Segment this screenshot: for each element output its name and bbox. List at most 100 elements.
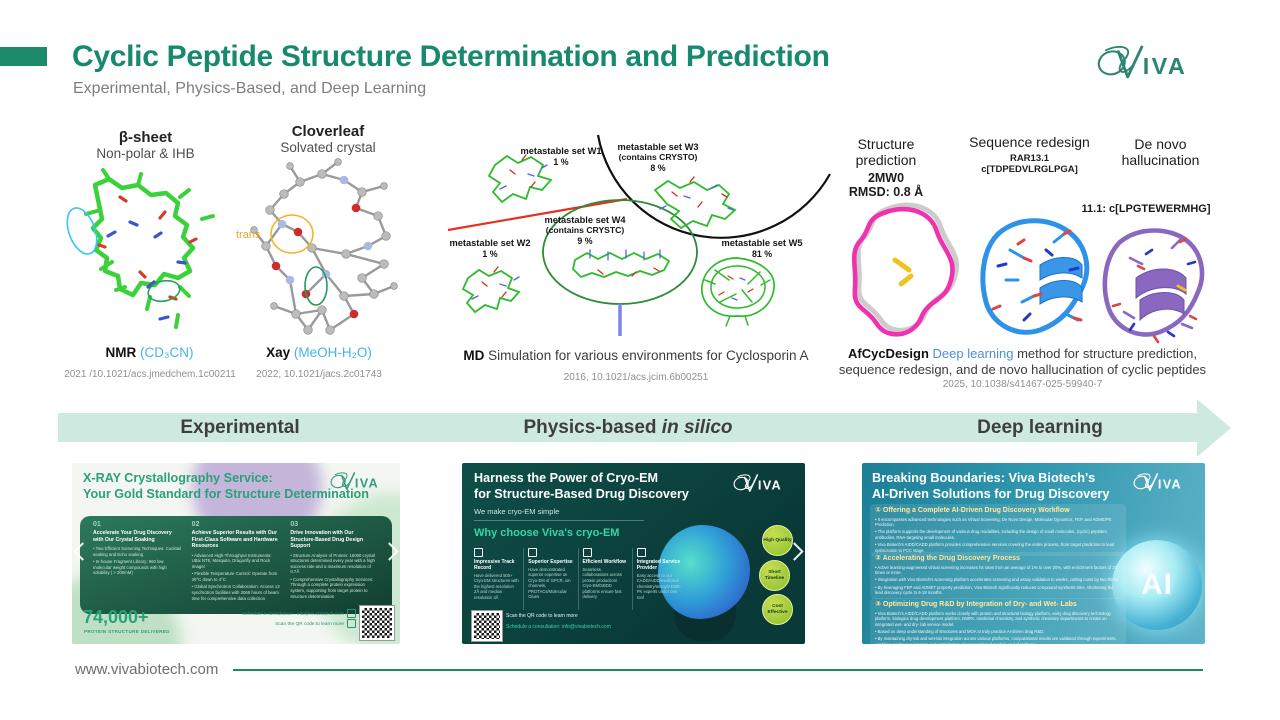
feature-bullet: Comprehensive Crystallography Services: … (290, 577, 379, 599)
ai-section-workflow: ① Offering a Complete AI-Driven Drug Dis… (870, 504, 1126, 557)
md-set-w3-name: metastable set W3 (617, 142, 698, 152)
feature-number: 02 (191, 521, 200, 528)
section-bullet: Integration with Viva Biotech's screenin… (875, 577, 1121, 583)
md-black-arc (596, 134, 831, 239)
section-title: Offering a Complete AI-Driven Drug Disco… (882, 507, 1070, 514)
page-subtitle: Experimental, Physics-Based, and Deep Le… (73, 80, 427, 97)
benefit-expertise: Superior Expertise Have demonstrated sup… (523, 548, 577, 610)
badge-high-quality: High Quality (762, 525, 793, 556)
section-bullet: Viva Biotech's AIDD/CADD platform provid… (875, 542, 1121, 553)
qr-hint-text: Scan the QR code to learn more (275, 622, 344, 628)
cryoem-benefit-columns: Impressive Track Record Have delivered 5… (470, 548, 686, 610)
ai-title-1: Breaking Boundaries: Viva Biotech's (872, 470, 1096, 485)
feature-title: Drive Innovation with Our Structure-Base… (290, 530, 363, 549)
nmr-reference: 2021 /10.1021/acs.jmedchem.1c00211 (64, 369, 236, 380)
cryoem-subtitle: We make cryo-EM simple (474, 507, 560, 516)
deep-learning-link: Deep learning (932, 346, 1014, 361)
md-set-w4-name: metastable set W4 (544, 215, 626, 225)
benefit-title: Efficient Workflow (582, 559, 627, 565)
divider (474, 520, 644, 521)
hallucination-molecule-image (1102, 228, 1205, 344)
beta-sheet-title: β-sheet (118, 129, 173, 146)
expertise-icon (528, 548, 538, 557)
md-caption: MD Simulation for various environments f… (430, 348, 842, 363)
cloverleaf-title: Cloverleaf (291, 123, 365, 140)
md-set-w4-detail: (contains CRYSTC) (546, 225, 625, 235)
qr-hint-text: Scan the QR code to learn more (506, 613, 578, 619)
beta-sheet-header: β-sheet Non-polar & IHB (73, 129, 218, 161)
cloverleaf-subtitle: Solvated crystal (280, 140, 376, 155)
md-set-w3-detail: (contains CRYSTO) (619, 152, 698, 162)
xray-solvent: (MeOH-H₂O) (293, 345, 372, 360)
section-number: ② (875, 555, 881, 562)
feature-bullet: In-house Fragment Library: 960 low molec… (93, 559, 182, 576)
afcycdesign-caption: AfCycDesign Deep learning method for str… (820, 346, 1225, 377)
timeline-label-experimental: Experimental (180, 417, 300, 438)
section-number: ③ (875, 601, 881, 608)
sequence-redesign-header: Sequence redesign RAR13.1 c[TDPEDVLRGLPG… (962, 134, 1097, 175)
timeline-arrow-band (58, 413, 1197, 442)
qr-frame-icon (347, 619, 356, 629)
feature-bullet: Structure Analysis of Protein: 16000 cry… (290, 553, 379, 575)
benefit-body: Have delivered 500+ Cryo-EM structures w… (474, 573, 519, 600)
ai-sphere-label: AI (1141, 568, 1173, 601)
nmr-solvent: (CD₃CN) (140, 345, 194, 360)
ai-section-dry-wet-labs: ③ Optimizing Drug R&D by Integration of … (870, 598, 1126, 644)
website-url[interactable]: www.vivabiotech.com (75, 661, 219, 678)
section-bullet: Viva Biotech's AIDD/CADD platform works … (875, 611, 1121, 628)
feature-number: 01 (93, 521, 101, 528)
afcycdesign-name: AfCycDesign (847, 346, 929, 361)
cryoem-title-2: for Structure-Based Drug Discovery (474, 487, 689, 501)
cryoem-why-heading: Why choose Viva's cryo-EM (474, 527, 620, 539)
viva-logo (1093, 38, 1215, 84)
hallucination-sequence-label: 11.1: c[LPGTEWERMHG] (1081, 203, 1211, 215)
md-set-w5-name: metastable set W5 (721, 238, 802, 248)
nmr-caption: NMR (CD₃CN) (62, 345, 237, 360)
feature-title: Accelerate Your Drug Discovery with Our … (93, 530, 172, 543)
annotation-ellipse-green-2 (304, 266, 328, 306)
feature-title: Achieve Superior Results with Our First-… (191, 530, 278, 549)
protein-structures-stat: 74,000+ (83, 607, 149, 627)
poster-xray-crystallography[interactable]: X-RAY Crystallography Service: Your Gold… (72, 463, 400, 644)
afcycdesign-text: method for structure prediction, sequenc… (838, 346, 1207, 377)
footer-divider-line (233, 669, 1203, 671)
sequence-redesign-id: RAR13.1 (1009, 153, 1050, 165)
sequence-redesign-molecule-image (980, 218, 1090, 335)
poster-ai-solutions[interactable]: AI Breaking Boundaries: Viva Biotech's A… (862, 463, 1205, 644)
xray-contact-block: Schedule a consultation : info@vivabiote… (242, 609, 356, 630)
benefit-title: Superior Expertise (528, 559, 573, 565)
benefit-title: Integrated Service Provider (636, 559, 681, 571)
structure-prediction-header: Structure prediction 2MW0 RMSD: 0.8 Å (826, 136, 946, 199)
md-set-w2-pct: 1 % (482, 249, 497, 259)
viva-logo-small (328, 468, 394, 493)
structure-prediction-rmsd: RMSD: 0.8 Å (848, 185, 924, 200)
accent-bar (0, 47, 47, 66)
cryoem-protein-map (658, 525, 750, 619)
nmr-annotation-ellipse-cyan (66, 207, 98, 255)
structure-prediction-molecule-image (851, 202, 959, 337)
poster-cryoem[interactable]: Harness the Power of Cryo-EM for Structu… (462, 463, 805, 644)
mail-icon (347, 609, 356, 618)
benefit-workflow: Efficient Workflow Seamless collaboratio… (577, 548, 632, 610)
xray-feature-01: 01 Accelerate Your Drug Discovery with O… (88, 521, 187, 609)
section-number: ① (875, 507, 881, 514)
xray-caption: Xay (MeOH-H₂O) (243, 345, 395, 360)
benefit-title: Impressive Track Record (474, 559, 515, 571)
annotation-ellipse-green (147, 279, 181, 303)
de-novo-hallucination-title: De novo hallucination (1121, 136, 1200, 169)
ai-title-2: AI-Driven Solutions for Drug Discovery (872, 486, 1110, 501)
benefit-body: Seamless collaborations across protein p… (582, 567, 622, 600)
feature-bullet: Advanced High-Throughput Instruments: UB… (192, 553, 281, 570)
xray-feature-02: 02 Achieve Superior Results with Our Fir… (187, 521, 286, 609)
page-title: Cyclic Peptide Structure Determination a… (72, 40, 830, 73)
qr-code (359, 605, 395, 641)
md-simulation-figure: metastable set W1 1 % metastable set W3 … (447, 134, 831, 336)
section-title: Optimizing Drug R&D by Integration of Dr… (882, 601, 1077, 608)
de-novo-hallucination-header: De novo hallucination (1098, 136, 1223, 168)
feature-bullet: Flexible Temperature Control: Operate fr… (192, 571, 281, 582)
timeline-arrowhead (1197, 399, 1231, 457)
workflow-icon (582, 548, 592, 557)
feature-bullet: Global Synchrotron Collaboration: Access… (192, 584, 281, 601)
viva-logo-small (731, 470, 797, 495)
